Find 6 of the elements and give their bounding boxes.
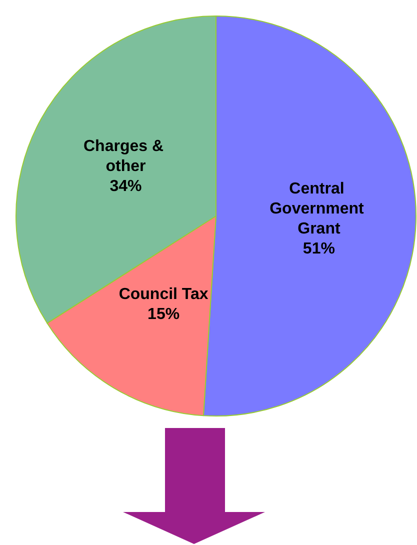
slice-label: Central Government Grant <box>270 180 368 238</box>
data-label: 15% <box>148 306 180 324</box>
slice-label: Charges & other <box>84 138 168 175</box>
slice-label: Council Tax <box>118 286 208 304</box>
data-label: 34% <box>110 178 142 195</box>
data-label: 51% <box>302 240 335 258</box>
